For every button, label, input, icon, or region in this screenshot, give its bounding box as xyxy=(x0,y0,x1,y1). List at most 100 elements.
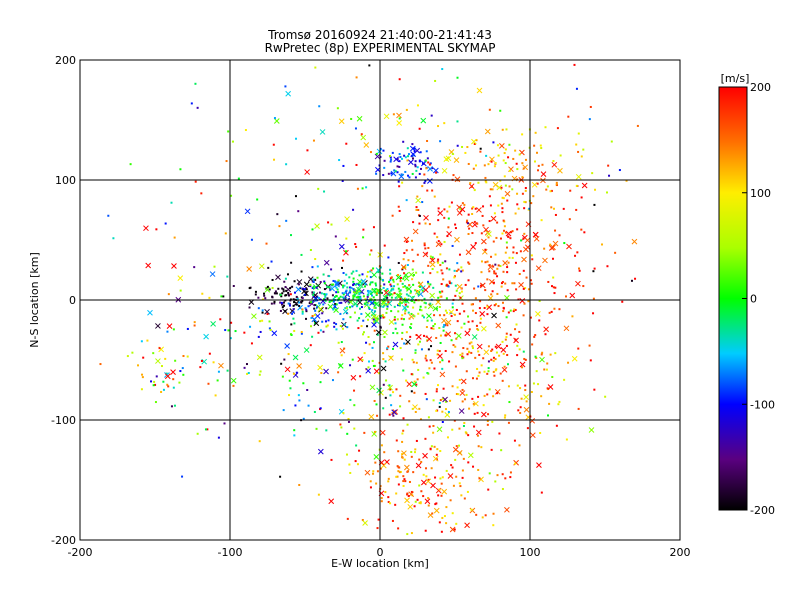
scatter-point-dot xyxy=(403,478,406,481)
scatter-point-dot xyxy=(401,323,404,326)
scatter-point-dot xyxy=(504,148,507,151)
scatter-point-dot xyxy=(450,315,453,318)
scatter-point-dot xyxy=(537,383,540,386)
scatter-point-dot xyxy=(412,157,415,160)
scatter-point-dot xyxy=(492,370,495,373)
scatter-point-dot xyxy=(461,202,464,205)
chart-subtitle: RwPretec (8p) EXPERIMENTAL SKYMAP xyxy=(265,41,496,55)
scatter-point-dot xyxy=(368,253,371,256)
scatter-point-dot xyxy=(326,285,329,288)
scatter-point-dot xyxy=(430,445,433,448)
scatter-point-dot xyxy=(372,296,375,299)
scatter-point-dot xyxy=(487,345,490,348)
scatter-point-dot xyxy=(539,431,542,434)
scatter-point-x xyxy=(352,300,359,307)
scatter-point-dot xyxy=(323,190,326,193)
scatter-point-x xyxy=(147,309,153,316)
scatter-point-dot xyxy=(407,470,410,473)
scatter-point-dot xyxy=(455,270,458,273)
scatter-point-dot xyxy=(523,200,526,203)
scatter-point-dot xyxy=(321,312,324,315)
scatter-point-dot xyxy=(504,414,507,417)
scatter-point-dot xyxy=(505,335,508,338)
scatter-point-dot xyxy=(498,354,501,357)
scatter-point-dot xyxy=(220,295,223,298)
scatter-point-x xyxy=(437,210,444,216)
scatter-point-dot xyxy=(430,327,433,330)
y-tick-label: 200 xyxy=(55,54,76,67)
x-tick-label: -200 xyxy=(68,546,93,559)
scatter-point-dot xyxy=(461,145,464,148)
scatter-point-dot xyxy=(313,307,316,310)
scatter-point-dot xyxy=(563,378,566,381)
scatter-point-dot xyxy=(426,339,429,342)
scatter-point-dot xyxy=(499,237,502,240)
scatter-point-dot xyxy=(424,437,427,440)
scatter-point-dot xyxy=(492,281,495,284)
scatter-point-dot xyxy=(369,486,372,489)
scatter-point-dot xyxy=(488,195,491,198)
scatter-point-x xyxy=(407,503,414,510)
scatter-point-dot xyxy=(428,223,431,226)
scatter-point-x xyxy=(342,308,349,315)
scatter-point-dot xyxy=(555,181,558,184)
scatter-point-dot xyxy=(601,243,604,246)
scatter-point-dot xyxy=(342,412,345,415)
scatter-point-dot xyxy=(425,467,428,470)
scatter-point-dot xyxy=(429,255,432,258)
scatter-point-dot xyxy=(490,160,493,163)
scatter-point-dot xyxy=(499,372,502,375)
scatter-point-dot xyxy=(304,307,307,310)
scatter-point-dot xyxy=(401,299,404,302)
grid-lines xyxy=(80,60,680,540)
scatter-point-x xyxy=(496,184,503,191)
scatter-point-dot xyxy=(407,153,410,156)
scatter-point-x xyxy=(433,507,440,514)
scatter-point-x xyxy=(540,171,547,177)
scatter-point-dot xyxy=(518,273,521,276)
scatter-point-dot xyxy=(401,314,404,317)
scatter-point-dot xyxy=(301,297,304,300)
scatter-point-dot xyxy=(364,283,367,286)
scatter-point-dot xyxy=(164,222,167,225)
scatter-point-dot xyxy=(459,485,462,488)
scatter-point-dot xyxy=(199,366,202,369)
scatter-point-dot xyxy=(589,105,592,108)
scatter-point-dot xyxy=(522,167,525,170)
scatter-point-dot xyxy=(280,301,283,304)
scatter-point-dot xyxy=(338,301,341,304)
scatter-point-x xyxy=(396,112,402,119)
scatter-point-dot xyxy=(487,488,490,491)
scatter-point-dot xyxy=(382,316,385,319)
scatter-point-dot xyxy=(397,470,400,473)
scatter-point-dot xyxy=(504,282,507,285)
chart-title: Tromsø 20160924 21:40:00-21:41:43 xyxy=(267,28,492,42)
scatter-point-dot xyxy=(414,160,417,163)
scatter-point-dot xyxy=(525,276,528,279)
scatter-point-dot xyxy=(368,343,371,346)
scatter-point-dot xyxy=(249,325,252,328)
scatter-point-dot xyxy=(431,167,434,170)
scatter-point-dot xyxy=(348,306,351,309)
scatter-point-dot xyxy=(402,277,405,280)
scatter-point-dot xyxy=(200,359,203,362)
scatter-point-dot xyxy=(282,409,285,412)
scatter-point-x xyxy=(479,310,486,317)
scatter-point-dot xyxy=(248,287,251,290)
scatter-point-dot xyxy=(398,290,401,293)
scatter-point-dot xyxy=(487,367,490,370)
scatter-point-dot xyxy=(390,285,393,288)
scatter-point-dot xyxy=(485,154,488,157)
scatter-point-dot xyxy=(226,275,229,278)
scatter-point-dot xyxy=(298,399,301,402)
scatter-point-dot xyxy=(335,328,338,331)
scatter-point-dot xyxy=(397,261,400,264)
scatter-point-dot xyxy=(435,307,438,310)
scatter-point-dot xyxy=(416,166,419,169)
scatter-point-dot xyxy=(313,410,316,413)
scatter-point-dot xyxy=(460,270,463,273)
scatter-point-dot xyxy=(257,307,260,310)
scatter-point-dot xyxy=(481,516,484,519)
scatter-point-dot xyxy=(439,399,442,402)
scatter-point-dot xyxy=(369,300,372,303)
